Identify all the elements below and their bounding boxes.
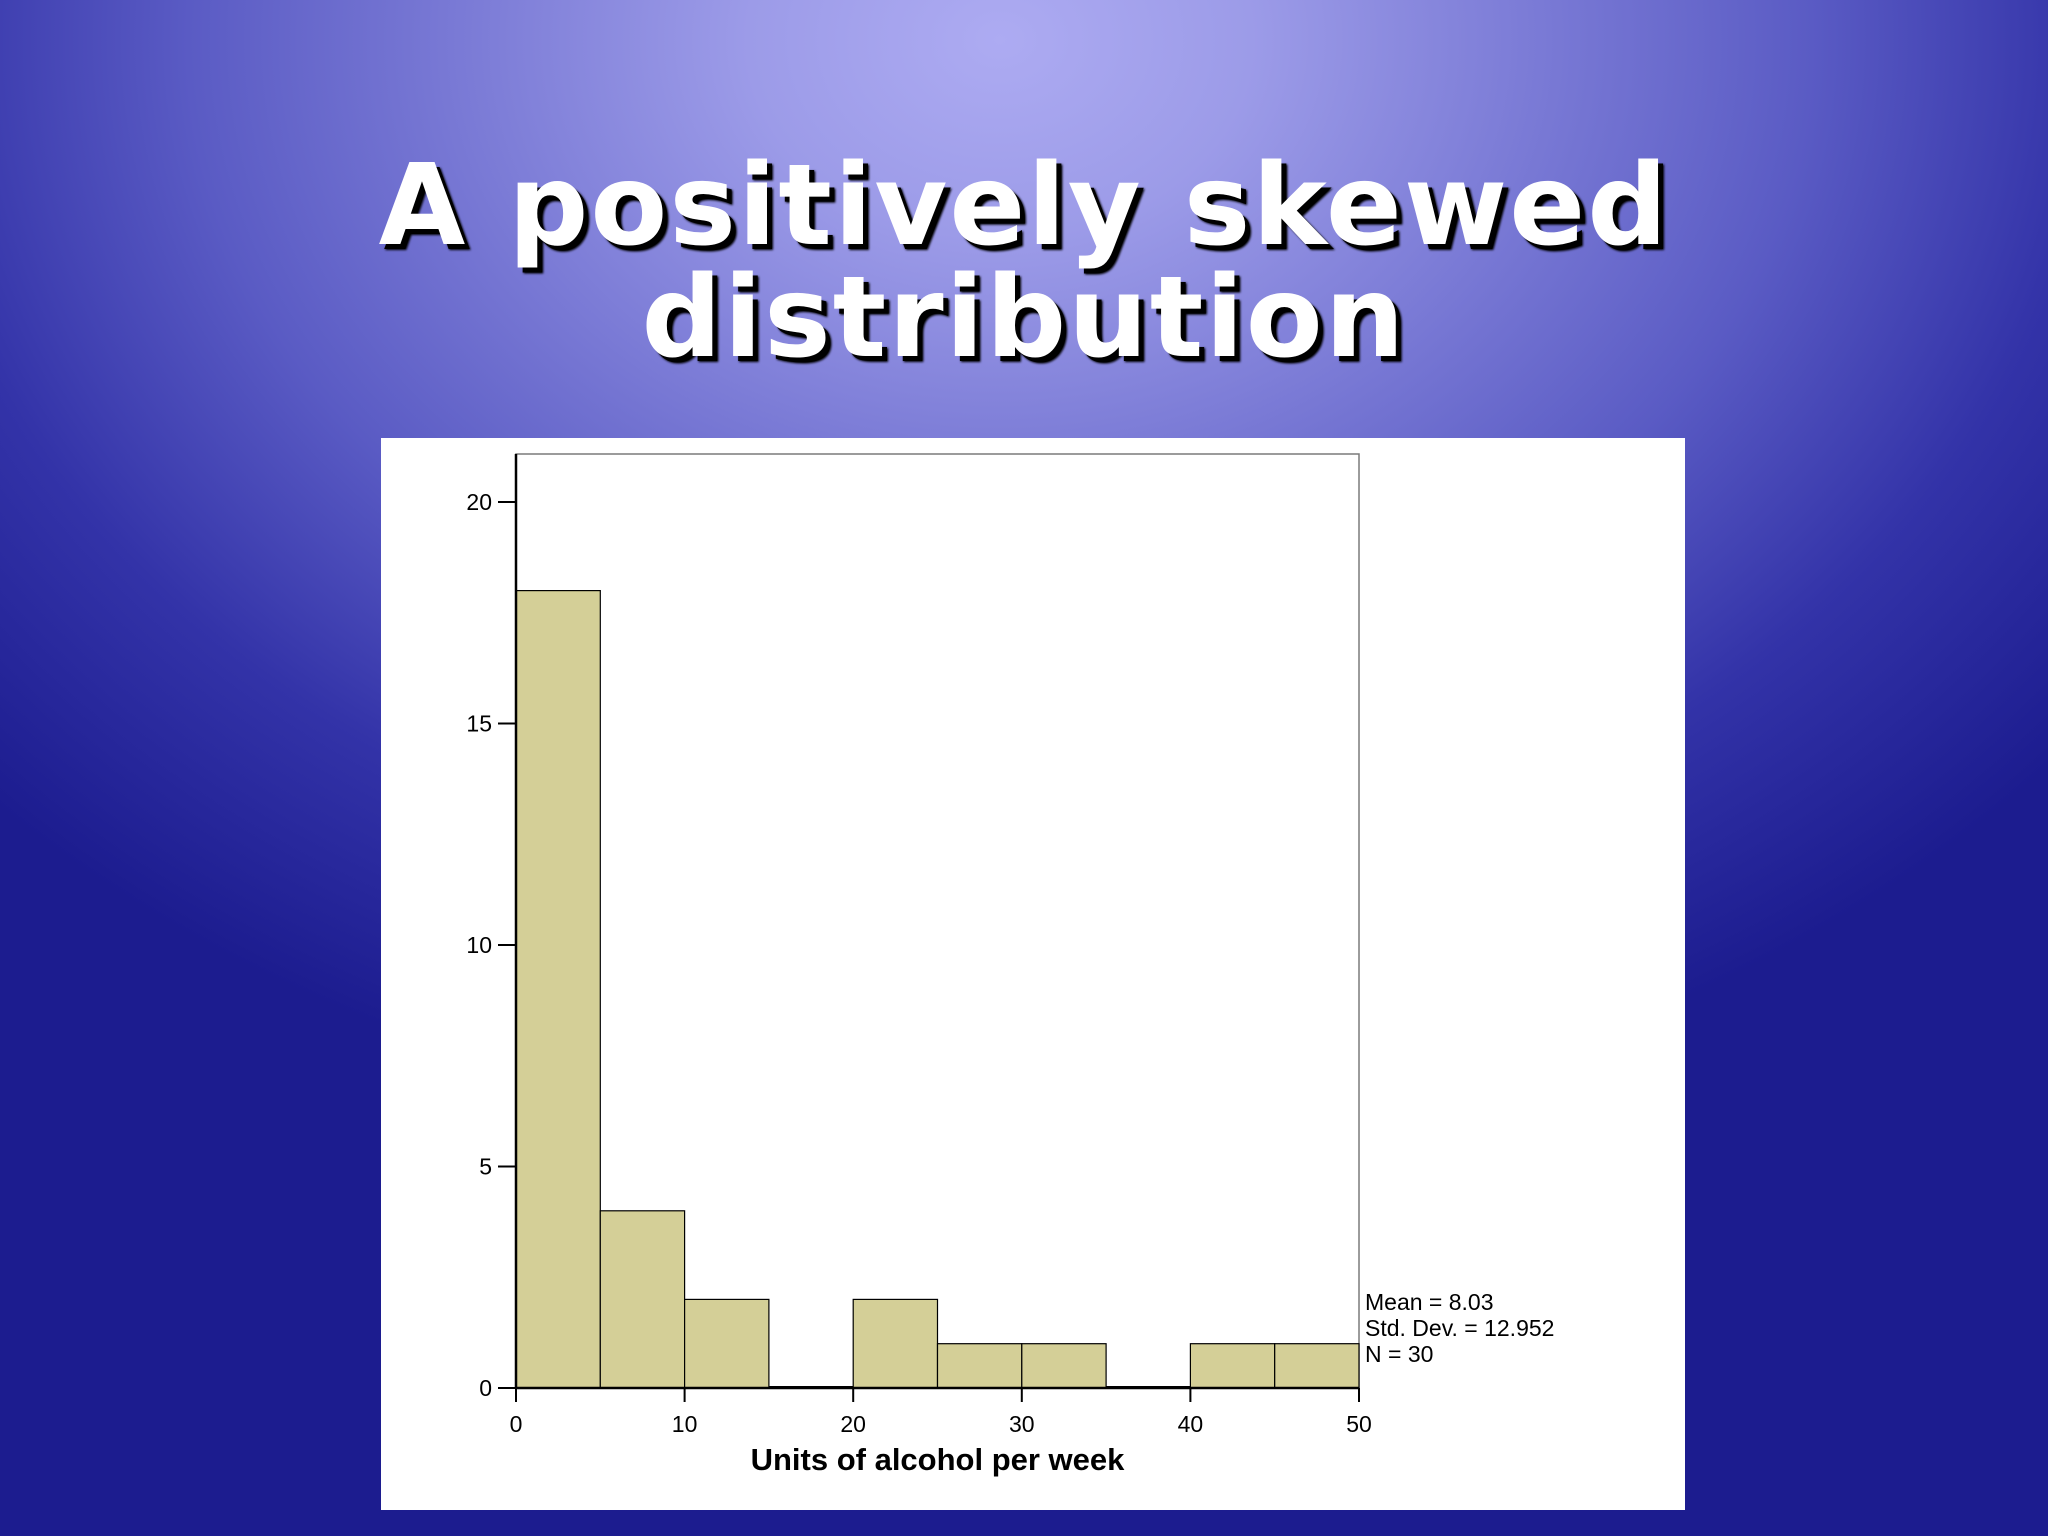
stats-line-0: Mean = 8.03 bbox=[1365, 1289, 1494, 1315]
x-tick-label: 10 bbox=[672, 1411, 698, 1437]
histogram-bar-1 bbox=[599, 1210, 686, 1389]
x-tick-label: 20 bbox=[840, 1411, 866, 1437]
x-tick-label: 40 bbox=[1178, 1411, 1204, 1437]
y-tick-label: 10 bbox=[466, 932, 492, 958]
histogram-bar-6 bbox=[1021, 1343, 1107, 1389]
histogram-bar-8 bbox=[1189, 1343, 1276, 1389]
histogram-bar-2 bbox=[684, 1298, 770, 1389]
y-ticks-group: 0 5 10 15 20 bbox=[466, 489, 516, 1401]
histogram-bar-5 bbox=[936, 1343, 1023, 1389]
stats-line-1: Std. Dev. = 12.952 bbox=[1365, 1315, 1554, 1341]
bars-group bbox=[515, 590, 1360, 1389]
y-tick-label: 20 bbox=[466, 489, 492, 515]
histogram-bar-0 bbox=[515, 590, 601, 1389]
chart-panel: 0 5 10 15 20 0 10 20 30 40 50 Units of alcohol pe… bbox=[381, 438, 1685, 1510]
histogram-bar-9 bbox=[1274, 1343, 1360, 1389]
histogram-bar-4 bbox=[852, 1298, 939, 1389]
x-tick-label: 30 bbox=[1009, 1411, 1035, 1437]
histogram-chart: 0 5 10 15 20 0 10 20 30 40 50 Units of alcohol pe… bbox=[466, 453, 1554, 1477]
slide-title: A positively skewed distribution bbox=[378, 141, 1670, 383]
y-tick-label: 0 bbox=[479, 1375, 492, 1401]
stats-line-2: N = 30 bbox=[1365, 1341, 1433, 1367]
x-tick-label: 0 bbox=[510, 1411, 523, 1437]
x-ticks-group: 0 10 20 30 40 50 bbox=[510, 1388, 1372, 1437]
x-axis-label: Units of alcohol per week bbox=[751, 1442, 1126, 1477]
x-tick-label: 50 bbox=[1346, 1411, 1372, 1437]
y-tick-label: 15 bbox=[466, 711, 492, 737]
y-tick-label: 5 bbox=[479, 1154, 492, 1180]
